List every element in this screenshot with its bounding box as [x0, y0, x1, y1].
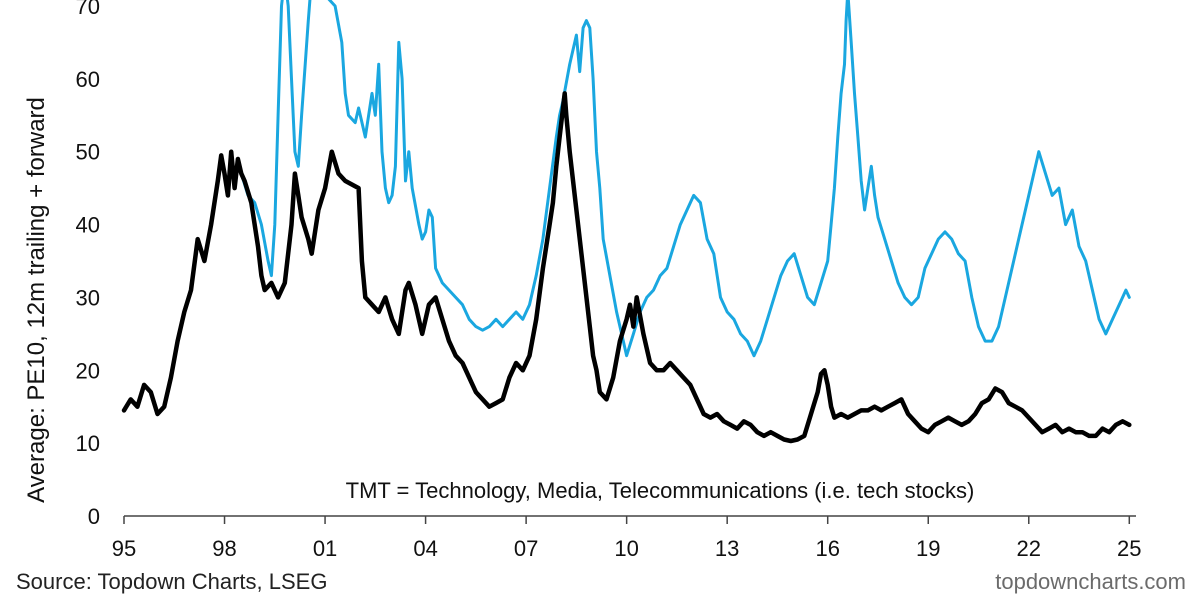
x-tick-label: 22 — [1017, 536, 1041, 561]
x-tick-label: 10 — [614, 536, 638, 561]
y-tick-label: 60 — [76, 67, 100, 92]
x-tick-label: 16 — [815, 536, 839, 561]
x-tick-label: 19 — [916, 536, 940, 561]
x-tick-label: 98 — [212, 536, 236, 561]
source-note: Source: Topdown Charts, LSEG — [16, 569, 327, 594]
y-tick-label: 10 — [76, 431, 100, 456]
y-tick-label: 50 — [76, 140, 100, 165]
brand-watermark: topdowncharts.com — [995, 569, 1186, 594]
y-tick-label: 0 — [88, 504, 100, 529]
x-tick-label: 25 — [1117, 536, 1141, 561]
series-layer — [121, 0, 1132, 444]
series-line-2 — [121, 91, 1132, 444]
y-axis-label: Average: PE10, 12m trailing + forward — [23, 97, 50, 503]
x-tick-label: 04 — [413, 536, 437, 561]
x-tick-label: 95 — [112, 536, 136, 561]
y-tick-label: 40 — [76, 213, 100, 238]
y-tick-label: 20 — [76, 358, 100, 383]
chart-annotation: TMT = Technology, Media, Telecommunicati… — [346, 478, 975, 503]
x-tick-label: 07 — [514, 536, 538, 561]
y-tick-label: 70 — [76, 0, 100, 19]
x-tick-label: 01 — [313, 536, 337, 561]
y-tick-label: 30 — [76, 285, 100, 310]
x-axis: 95 98 01 04 07 10 13 16 19 22 25 — [112, 515, 1142, 561]
x-tick-label: 13 — [715, 536, 739, 561]
y-axis-ticks: 0 10 20 30 40 50 60 70 — [76, 0, 100, 529]
series-line-1 — [239, 0, 1131, 358]
